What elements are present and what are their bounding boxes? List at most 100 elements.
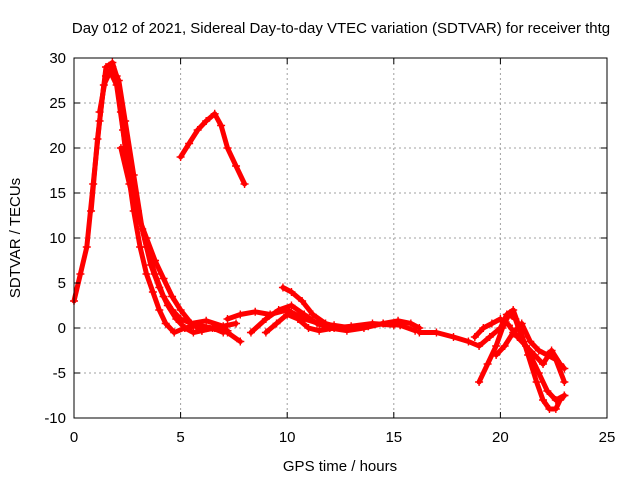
x-tick-label: 10 bbox=[279, 429, 296, 446]
axes: 0 5 10 15 20 25 -10 -5 0 5 10 15 20 25 30 bbox=[44, 50, 615, 446]
data-point bbox=[168, 292, 177, 301]
data-point bbox=[210, 324, 219, 332]
data-point bbox=[313, 319, 322, 328]
data-point bbox=[114, 76, 123, 85]
data-point bbox=[534, 346, 543, 355]
data-point bbox=[236, 310, 245, 319]
data-point bbox=[261, 328, 270, 337]
data-point bbox=[246, 328, 255, 337]
data-point bbox=[432, 328, 441, 337]
data-point bbox=[121, 117, 130, 125]
data-point bbox=[232, 319, 241, 328]
data-point bbox=[274, 306, 283, 314]
data-point bbox=[236, 337, 245, 346]
data-point bbox=[202, 316, 211, 325]
data-point bbox=[142, 270, 151, 278]
x-tick-label: 20 bbox=[492, 429, 509, 446]
data-point bbox=[415, 328, 424, 337]
data-point bbox=[189, 328, 198, 337]
data-point bbox=[155, 306, 164, 314]
y-tick-label: -10 bbox=[44, 410, 66, 427]
y-tick-label: 15 bbox=[49, 185, 66, 202]
y-tick-label: -5 bbox=[53, 365, 66, 382]
data-point bbox=[210, 109, 219, 118]
data-point bbox=[159, 274, 168, 283]
y-tick-label: 20 bbox=[49, 140, 66, 157]
data-point bbox=[193, 126, 202, 134]
data-point bbox=[321, 319, 330, 328]
data-point bbox=[287, 288, 296, 296]
data-point bbox=[470, 333, 479, 341]
x-tick-label: 25 bbox=[599, 429, 616, 446]
data-point bbox=[155, 283, 164, 292]
data-point bbox=[504, 310, 513, 319]
data-point bbox=[82, 243, 91, 251]
data-point bbox=[475, 378, 484, 386]
data-point bbox=[261, 315, 270, 323]
data-point bbox=[551, 405, 560, 413]
data-point bbox=[283, 310, 292, 319]
y-tick-label: 25 bbox=[49, 95, 66, 112]
data-point bbox=[336, 324, 345, 332]
data-point bbox=[492, 351, 501, 359]
series-line bbox=[263, 312, 397, 335]
data-point bbox=[483, 360, 492, 368]
data-point bbox=[534, 369, 543, 377]
x-tick-label: 0 bbox=[70, 429, 78, 446]
data-point bbox=[108, 63, 117, 71]
data-point bbox=[95, 108, 104, 116]
data-point bbox=[298, 297, 307, 305]
data-point bbox=[475, 342, 484, 350]
data-point bbox=[539, 396, 548, 404]
series-arc-12 bbox=[470, 315, 569, 373]
series-arc-9 bbox=[278, 283, 345, 332]
data-point bbox=[539, 360, 548, 368]
data-point bbox=[479, 324, 488, 332]
data-point bbox=[498, 324, 507, 332]
data-point bbox=[251, 307, 260, 316]
data-point bbox=[530, 351, 539, 359]
y-axis-label: SDTVAR / TECUs bbox=[7, 178, 24, 298]
data-point bbox=[551, 396, 560, 404]
data-point bbox=[161, 319, 170, 328]
data-point bbox=[293, 315, 302, 323]
data-point bbox=[240, 180, 249, 188]
series-arc-8 bbox=[261, 310, 398, 337]
data-point bbox=[504, 321, 513, 330]
data-point bbox=[308, 310, 317, 319]
data-point bbox=[197, 326, 206, 335]
x-axis-label: GPS time / hours bbox=[283, 458, 397, 475]
data-point bbox=[272, 319, 281, 328]
series-arc-5 bbox=[176, 109, 249, 188]
data-point bbox=[223, 144, 232, 152]
data-point bbox=[176, 153, 185, 161]
data-point bbox=[202, 117, 211, 125]
data-point bbox=[232, 162, 241, 170]
data-point bbox=[511, 315, 520, 323]
data-point bbox=[449, 333, 458, 341]
data-point bbox=[125, 180, 134, 188]
y-tick-label: 5 bbox=[58, 275, 66, 292]
data-point bbox=[485, 333, 494, 341]
data-point bbox=[223, 315, 232, 323]
y-tick-label: 30 bbox=[49, 50, 66, 67]
data-point bbox=[492, 342, 501, 350]
data-point bbox=[146, 261, 155, 269]
data-point bbox=[513, 333, 522, 341]
data-point bbox=[532, 378, 541, 386]
data-point bbox=[315, 326, 324, 335]
data-point bbox=[509, 328, 518, 337]
data-point bbox=[560, 391, 569, 400]
data-point bbox=[142, 234, 151, 242]
data-point bbox=[496, 315, 505, 323]
data-point bbox=[133, 211, 142, 220]
data-point bbox=[547, 346, 556, 355]
plot-series bbox=[70, 58, 569, 413]
x-tick-label: 15 bbox=[385, 429, 402, 446]
data-point bbox=[464, 337, 473, 346]
y-tick-label: 10 bbox=[49, 230, 66, 247]
data-point bbox=[543, 351, 552, 359]
series-arc-13 bbox=[492, 319, 569, 386]
data-point bbox=[521, 342, 530, 350]
